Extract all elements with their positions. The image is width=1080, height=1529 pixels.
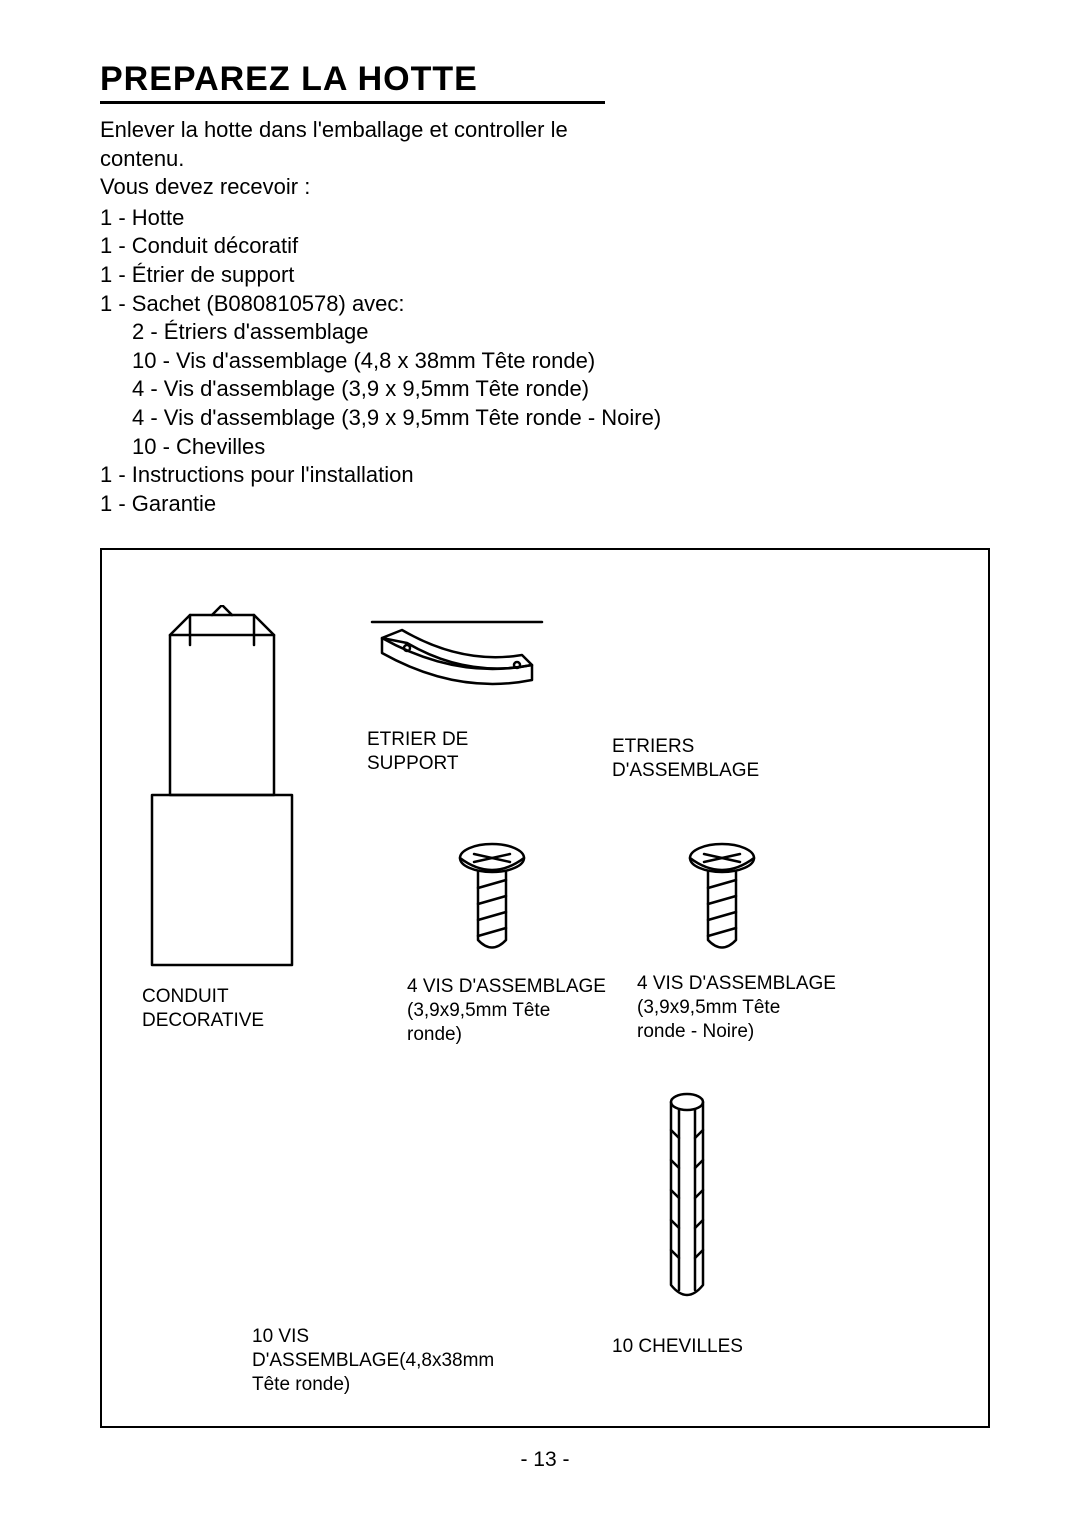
- caption-line: DECORATIVE: [142, 1010, 264, 1031]
- intro-line: Vous devez recevoir :: [100, 173, 990, 202]
- list-item: 1 - Sachet (B080810578) avec:: [100, 290, 990, 319]
- intro-text: Enlever la hotte dans l'emballage et con…: [100, 116, 990, 202]
- caption-line: D'ASSEMBLAGE: [612, 760, 759, 781]
- caption-line: 4 VIS D'ASSEMBLAGE: [637, 973, 836, 994]
- list-item: 1 - Conduit décoratif: [100, 232, 990, 261]
- page-number: - 13 -: [100, 1448, 990, 1472]
- screw-a-icon: [452, 840, 532, 960]
- intro-line: Enlever la hotte dans l'emballage et con…: [100, 116, 990, 145]
- caption-line: ETRIER DE: [367, 729, 468, 750]
- list-item: 1 - Instructions pour l'installation: [100, 461, 990, 490]
- caption-line: SUPPORT: [367, 753, 459, 774]
- screw-b-icon: [682, 840, 762, 960]
- caption-line: CONDUIT: [142, 986, 229, 1007]
- caption-line: ETRIERS: [612, 736, 694, 757]
- caption-line: 4 VIS D'ASSEMBLAGE: [407, 976, 606, 997]
- cheville-label: 10 CHEVILLES: [612, 1335, 743, 1359]
- caption-line: D'ASSEMBLAGE(4,8x38mm: [252, 1350, 494, 1371]
- caption-line: ronde): [407, 1024, 462, 1045]
- caption-line: (3,9x9,5mm Tête: [637, 997, 780, 1018]
- caption-line: Tête ronde): [252, 1374, 350, 1395]
- screw-10-label: 10 VIS D'ASSEMBLAGE(4,8x38mm Tête ronde): [252, 1325, 494, 1396]
- list-item: 1 - Étrier de support: [100, 261, 990, 290]
- screw-b-label: 4 VIS D'ASSEMBLAGE (3,9x9,5mm Tête ronde…: [637, 972, 836, 1043]
- assembly-brackets-label: ETRIERS D'ASSEMBLAGE: [612, 735, 759, 783]
- caption-line: 10 VIS: [252, 1326, 309, 1347]
- page: PREPAREZ LA HOTTE Enlever la hotte dans …: [0, 0, 1080, 1529]
- contents-list: 1 - Hotte 1 - Conduit décoratif 1 - Étri…: [100, 204, 990, 519]
- conduit-icon: [142, 605, 302, 975]
- page-title: PREPAREZ LA HOTTE: [100, 60, 605, 104]
- intro-line: contenu.: [100, 145, 990, 174]
- support-bracket-icon: [362, 610, 552, 720]
- list-item: 1 - Hotte: [100, 204, 990, 233]
- list-subitem: 2 - Étriers d'assemblage: [100, 318, 990, 347]
- list-subitem: 4 - Vis d'assemblage (3,9 x 9,5mm Tête r…: [100, 375, 990, 404]
- conduit-label: CONDUIT DECORATIVE: [142, 985, 264, 1033]
- support-bracket-label: ETRIER DE SUPPORT: [367, 728, 468, 776]
- screw-a-label: 4 VIS D'ASSEMBLAGE (3,9x9,5mm Tête ronde…: [407, 975, 606, 1046]
- parts-diagram: CONDUIT DECORATIVE ETRIER DE SUPPORT ETR…: [100, 548, 990, 1428]
- list-subitem: 4 - Vis d'assemblage (3,9 x 9,5mm Tête r…: [100, 404, 990, 433]
- list-subitem: 10 - Chevilles: [100, 433, 990, 462]
- cheville-icon: [657, 1090, 717, 1310]
- list-item: 1 - Garantie: [100, 490, 990, 519]
- caption-line: ronde - Noire): [637, 1021, 754, 1042]
- list-subitem: 10 - Vis d'assemblage (4,8 x 38mm Tête r…: [100, 347, 990, 376]
- caption-line: (3,9x9,5mm Tête: [407, 1000, 550, 1021]
